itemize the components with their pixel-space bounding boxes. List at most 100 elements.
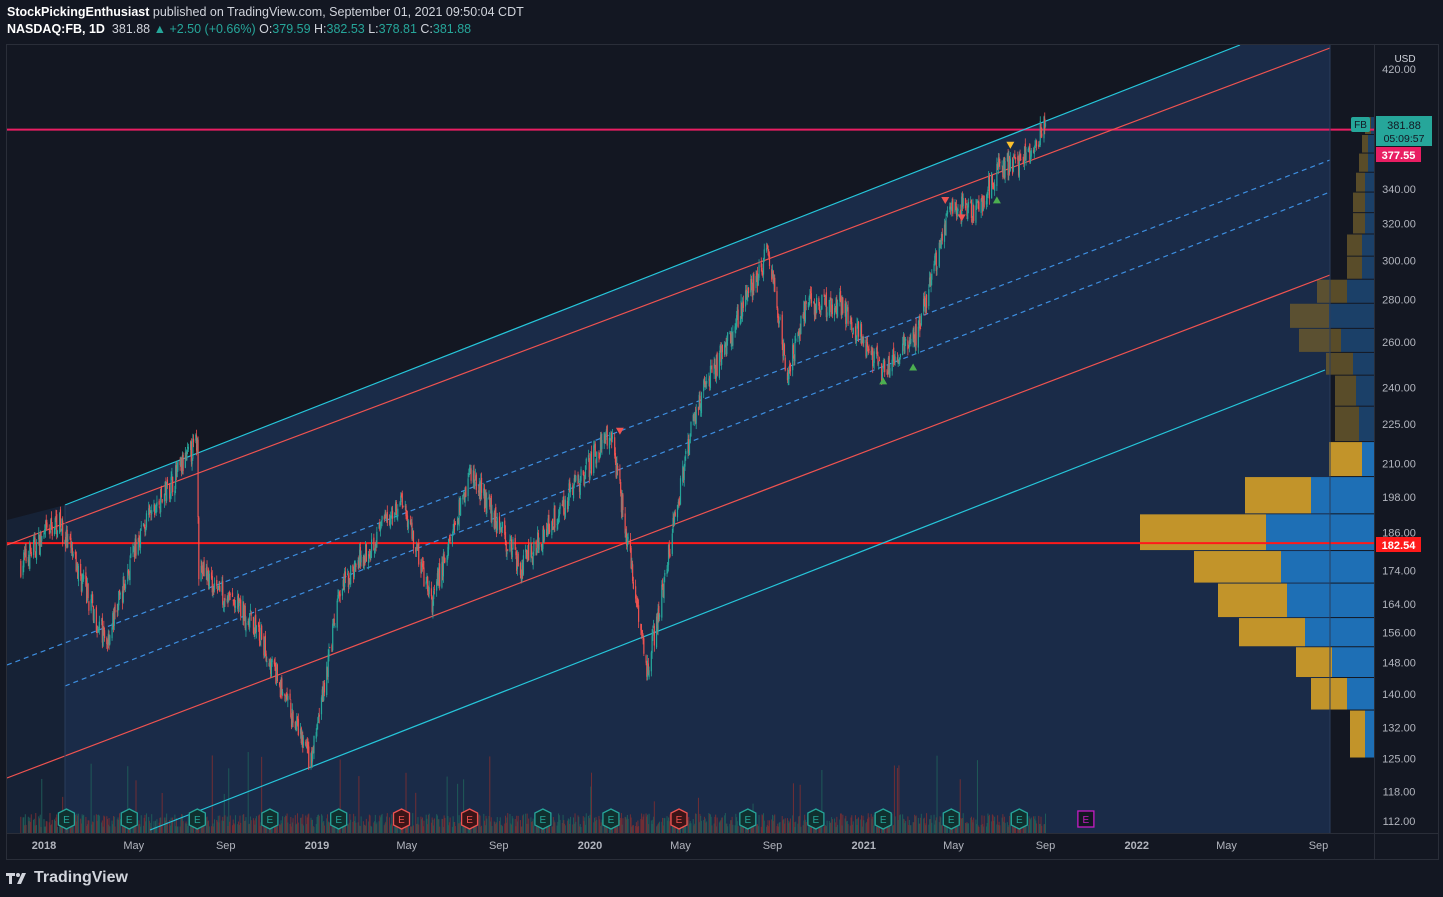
candle-body bbox=[724, 344, 726, 356]
earnings-marker[interactable]: E bbox=[1010, 808, 1028, 830]
volume-bar bbox=[926, 813, 928, 833]
earnings-marker[interactable]: E bbox=[392, 808, 411, 830]
candle-body bbox=[905, 338, 907, 341]
candle-body bbox=[56, 530, 59, 538]
candle-body bbox=[504, 520, 506, 535]
volume-bar bbox=[248, 824, 250, 833]
vp-buy-bar bbox=[1335, 406, 1359, 442]
candle-body bbox=[878, 359, 881, 361]
author-name[interactable]: StockPickingEnthusiast bbox=[7, 5, 150, 19]
time-axis[interactable]: 2018 May Sep 2019 May Sep 2020 May Sep 2021 May Sep… bbox=[32, 840, 1329, 852]
volume-bar bbox=[908, 824, 910, 833]
earnings-marker-label: E bbox=[540, 815, 547, 826]
volume-bar bbox=[373, 822, 375, 833]
channel-upper-red[interactable] bbox=[7, 47, 1331, 546]
vp-buy-bar bbox=[1239, 618, 1305, 647]
earnings-marker[interactable]: E bbox=[670, 808, 688, 830]
candle-body bbox=[394, 503, 397, 512]
volume-bar bbox=[142, 825, 144, 833]
candle-body bbox=[276, 666, 278, 682]
candle-body bbox=[1032, 150, 1035, 153]
channel-mid-dashed-1[interactable] bbox=[7, 159, 1331, 666]
volume-bar bbox=[187, 816, 189, 833]
volume-bar bbox=[433, 818, 435, 833]
volume-bar bbox=[427, 824, 429, 833]
candle-body bbox=[166, 479, 169, 484]
candle-body bbox=[255, 614, 257, 633]
candlesticks bbox=[20, 112, 1047, 770]
earnings-marker[interactable]: E bbox=[739, 808, 757, 830]
volume-bar bbox=[224, 815, 226, 833]
candle-body bbox=[333, 618, 335, 626]
channel-mid-dashed-2[interactable] bbox=[64, 191, 1331, 687]
volume-bar bbox=[54, 820, 56, 833]
candle-body bbox=[643, 638, 645, 654]
candle-body bbox=[516, 556, 519, 570]
candle-body bbox=[181, 457, 183, 473]
earnings-marker[interactable]: E bbox=[460, 808, 479, 830]
candle-body bbox=[54, 518, 56, 530]
volume-bar bbox=[737, 826, 739, 833]
candle-body bbox=[385, 514, 387, 519]
volume-bar bbox=[971, 819, 973, 833]
price-axis[interactable]: 420.00340.00320.00300.00280.00260.00240.… bbox=[1382, 64, 1416, 828]
candle-body bbox=[365, 544, 367, 562]
volume-bar bbox=[721, 817, 723, 833]
earnings-marker[interactable]: E bbox=[534, 808, 552, 830]
volume-bar bbox=[577, 815, 579, 833]
volume-bar bbox=[92, 821, 94, 833]
volume-bar bbox=[300, 817, 302, 833]
candle-body bbox=[485, 493, 487, 512]
earnings-marker[interactable]: E bbox=[807, 808, 825, 830]
earnings-marker[interactable]: E bbox=[188, 808, 206, 830]
earnings-marker[interactable]: E bbox=[1077, 810, 1095, 828]
volume-bar bbox=[217, 815, 219, 833]
channel-lower-cyan[interactable] bbox=[149, 369, 1326, 831]
volume-bar bbox=[519, 820, 521, 833]
volume-bar bbox=[839, 819, 841, 833]
candle-body bbox=[940, 233, 943, 245]
symbol-label[interactable]: NASDAQ:FB, 1D bbox=[7, 22, 105, 36]
high-value: 382.53 bbox=[326, 22, 365, 36]
candle-body bbox=[941, 233, 943, 241]
volume-bar bbox=[158, 822, 160, 833]
volume-bar bbox=[1043, 824, 1045, 833]
candle-body bbox=[605, 434, 607, 440]
earnings-marker[interactable]: E bbox=[602, 808, 620, 830]
tradingview-footer[interactable]: TradingView bbox=[6, 869, 128, 887]
volume-bar bbox=[630, 817, 632, 833]
volume-bar bbox=[736, 817, 738, 833]
earnings-marker[interactable]: E bbox=[120, 808, 138, 830]
earnings-marker[interactable]: E bbox=[874, 808, 892, 830]
candle-body bbox=[259, 641, 261, 643]
volume-bar bbox=[825, 826, 827, 833]
volume-bar bbox=[663, 817, 665, 833]
candle-body bbox=[138, 534, 140, 542]
volume-bar bbox=[825, 825, 827, 833]
channel-lines[interactable] bbox=[7, 45, 1374, 833]
candle-body bbox=[933, 263, 935, 272]
earnings-marker[interactable]: E bbox=[330, 808, 348, 830]
candle-body bbox=[763, 249, 765, 259]
volume-bar bbox=[704, 818, 706, 833]
earnings-marker[interactable]: E bbox=[261, 808, 279, 830]
candle-body bbox=[813, 302, 815, 315]
volume-bar bbox=[442, 818, 444, 833]
volume-bar bbox=[757, 824, 759, 833]
candle-body bbox=[216, 579, 218, 586]
candle-body bbox=[505, 541, 507, 552]
candle-body bbox=[515, 551, 517, 556]
candle-body bbox=[281, 678, 283, 698]
candle-body bbox=[124, 586, 126, 589]
volume-bar bbox=[653, 816, 655, 833]
earnings-marker[interactable]: E bbox=[942, 808, 960, 830]
channel-lower-red[interactable] bbox=[7, 274, 1331, 779]
volume-bar bbox=[291, 822, 293, 833]
volume-bar bbox=[415, 792, 417, 833]
earnings-marker[interactable]: E bbox=[57, 808, 76, 830]
candle-body bbox=[929, 276, 931, 287]
candle-body bbox=[222, 581, 224, 605]
volume-bar bbox=[1006, 822, 1008, 833]
